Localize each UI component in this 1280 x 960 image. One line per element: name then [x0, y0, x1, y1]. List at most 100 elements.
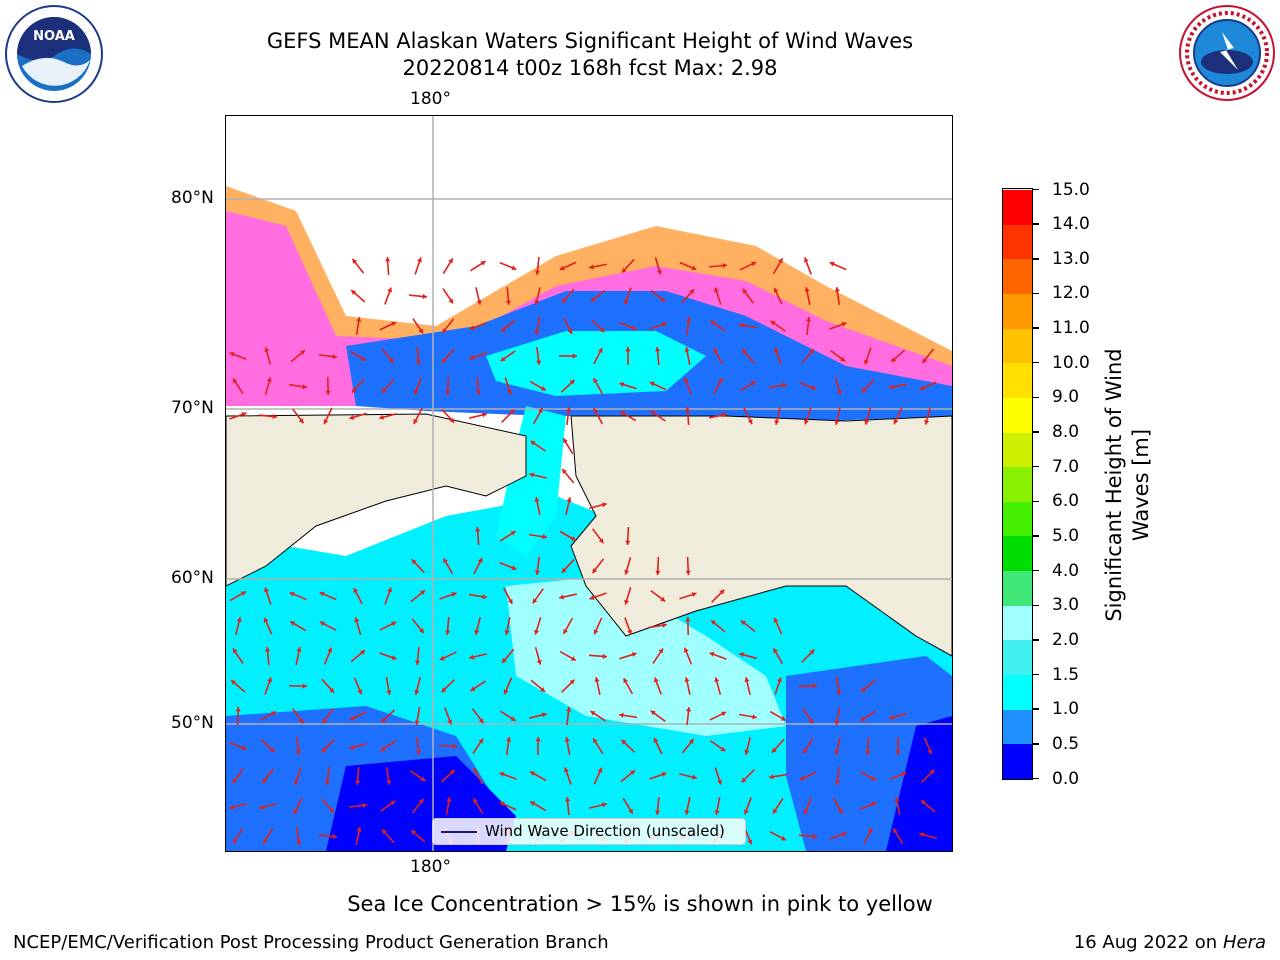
- wind-arrow-head: [270, 711, 276, 716]
- wind-arrow-head: [229, 351, 235, 357]
- wind-arrow-head: [650, 410, 656, 416]
- wind-arrow-head: [507, 389, 512, 395]
- wind-arrow-head: [391, 655, 397, 661]
- wind-arrow-head: [803, 748, 808, 754]
- colorbar-segment: [1003, 605, 1032, 641]
- wind-arrow-head: [834, 720, 840, 725]
- wind-arrow-head: [771, 747, 777, 753]
- wind-arrow-head: [747, 839, 753, 845]
- wind-arrow-head: [889, 384, 894, 390]
- wind-arrow-head: [919, 385, 925, 391]
- map-panel: [225, 115, 953, 852]
- wind-arrow-head: [773, 808, 778, 814]
- wind-arrow-head: [538, 408, 543, 414]
- wind-arrow-head: [507, 598, 513, 604]
- wind-arrow-head: [841, 321, 847, 327]
- wind-arrow-head: [770, 320, 776, 326]
- map-legend: Wind Wave Direction (unscaled): [432, 818, 746, 845]
- wind-arrow-head: [475, 527, 481, 532]
- colorbar-tick-label: 5.0: [1052, 525, 1080, 546]
- wind-arrow-head: [511, 565, 517, 571]
- wind-arrow-head: [631, 325, 637, 331]
- wind-arrow-head: [624, 569, 630, 575]
- wind-arrow-head: [684, 810, 690, 815]
- colorbar-segment: [1003, 466, 1032, 502]
- colorbar-tick-label: 13.0: [1052, 248, 1090, 269]
- wind-arrow-head: [720, 746, 726, 752]
- wind-arrow-head: [654, 347, 661, 352]
- wind-arrow-head: [838, 808, 843, 814]
- wind-arrow-head: [534, 330, 540, 335]
- wind-arrow-head: [805, 317, 812, 322]
- wind-arrow-head: [470, 686, 476, 691]
- colorbar-tick: [1033, 292, 1039, 295]
- wind-arrow-head: [598, 538, 604, 544]
- wind-arrow-head: [630, 770, 636, 776]
- wind-arrow-head: [834, 420, 840, 425]
- wind-arrow-head: [660, 296, 666, 302]
- wind-arrow-head: [841, 832, 847, 837]
- wind-arrow-head: [439, 655, 445, 661]
- wind-arrow-head: [593, 378, 598, 384]
- wind-arrow-head: [482, 594, 487, 600]
- wind-arrow-head: [649, 381, 655, 387]
- colorbar-segment: [1003, 674, 1032, 710]
- colorbar-segment: [1003, 224, 1032, 260]
- colorbar-tick-label: 4.0: [1052, 560, 1080, 581]
- wind-arrow-head: [691, 265, 697, 271]
- wind-arrow-head: [710, 320, 716, 326]
- wind-arrow-head: [717, 378, 723, 384]
- wind-arrow-head: [294, 779, 299, 785]
- colorbar-label: Significant Height of Wind Waves [m]: [1102, 348, 1153, 622]
- wind-arrow-head: [235, 707, 241, 712]
- wind-arrow-head: [661, 771, 667, 777]
- wind-arrow-head: [233, 838, 238, 844]
- wind-arrow-head: [870, 775, 876, 781]
- lon-label-bottom: 180°: [410, 857, 451, 877]
- wind-arrow-head: [602, 653, 607, 659]
- colorbar-segment: [1003, 709, 1032, 745]
- wind-arrow-head: [570, 656, 576, 661]
- wind-arrow-head: [500, 356, 506, 362]
- wind-arrow-head: [590, 711, 596, 716]
- wind-arrow-head: [599, 327, 605, 333]
- wind-arrow-head: [688, 738, 694, 744]
- wind-arrow-head: [773, 617, 779, 623]
- wind-arrow-head: [386, 690, 392, 695]
- wind-arrow-head: [653, 677, 659, 683]
- wind-arrow-head: [722, 262, 727, 269]
- wind-arrow-head: [566, 407, 572, 412]
- wind-arrow-head: [269, 747, 275, 753]
- wind-arrow-head: [654, 810, 661, 815]
- colorbar-tick: [1033, 535, 1039, 537]
- wind-arrow-head: [413, 418, 419, 424]
- wind-arrow-head: [420, 590, 425, 596]
- wind-arrow-head: [387, 587, 393, 593]
- colorbar-tick: [1033, 188, 1039, 191]
- colorbar-tick-label: 0.0: [1052, 768, 1080, 789]
- wind-arrow-head: [601, 802, 607, 808]
- wind-arrow-head: [504, 630, 510, 635]
- wind-arrow-head: [322, 718, 328, 724]
- wind-arrow-head: [476, 299, 482, 305]
- wind-arrow-head: [803, 809, 809, 815]
- svg-text:NOAA: NOAA: [33, 29, 75, 44]
- wind-arrow-head: [834, 780, 841, 785]
- wind-arrow-head: [532, 598, 538, 604]
- legend-text: Wind Wave Direction (unscaled): [485, 822, 725, 840]
- wind-arrow-head: [773, 648, 778, 654]
- wind-arrow-head: [449, 769, 455, 775]
- wind-arrow-head: [685, 570, 691, 575]
- wind-arrow-head: [864, 419, 870, 425]
- wind-arrow-head: [529, 472, 534, 478]
- chart-title: GEFS MEAN Alaskan Waters Significant Hei…: [266, 29, 914, 53]
- wind-arrow-head: [530, 801, 536, 806]
- colorbar-segment: [1003, 293, 1032, 329]
- wind-arrow-head: [865, 750, 871, 755]
- wind-arrow-head: [625, 347, 631, 352]
- wind-arrow-head: [319, 591, 325, 597]
- nws-logo: [1178, 4, 1276, 102]
- colorbar-tick: [1033, 327, 1039, 329]
- wind-arrow-head: [891, 357, 897, 362]
- wind-arrow-head: [569, 679, 575, 685]
